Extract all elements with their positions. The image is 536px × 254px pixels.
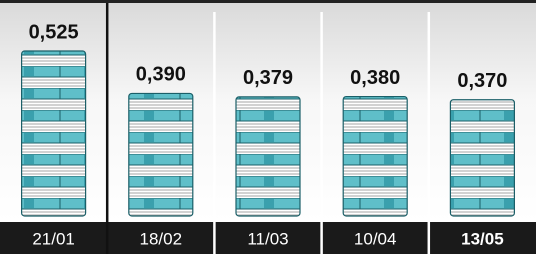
value-label: 0,390 bbox=[136, 64, 186, 86]
money-stack bbox=[129, 93, 193, 216]
x-tick-label: 18/02 bbox=[140, 229, 183, 248]
value-label: 0,370 bbox=[457, 70, 507, 92]
value-label: 0,525 bbox=[29, 21, 79, 43]
x-tick-label: 11/03 bbox=[247, 229, 288, 248]
x-tick-label: 13/05 bbox=[461, 229, 504, 248]
value-label: 0,379 bbox=[243, 67, 293, 89]
money-stack bbox=[22, 51, 86, 216]
money-stack bbox=[236, 97, 300, 216]
value-label: 0,380 bbox=[350, 67, 400, 89]
x-tick-label: 10/04 bbox=[354, 229, 397, 248]
money-stack bbox=[450, 100, 514, 216]
money-stack bbox=[343, 97, 407, 216]
x-tick-label: 21/01 bbox=[32, 229, 75, 248]
page: 0,525 21/01 0,390 18/02 0,379 11/03 0,380 10/04… bbox=[0, 0, 536, 254]
top-border bbox=[0, 0, 536, 3]
chart: 0,525 21/01 0,390 18/02 0,379 11/03 0,380 10/04… bbox=[0, 0, 536, 254]
